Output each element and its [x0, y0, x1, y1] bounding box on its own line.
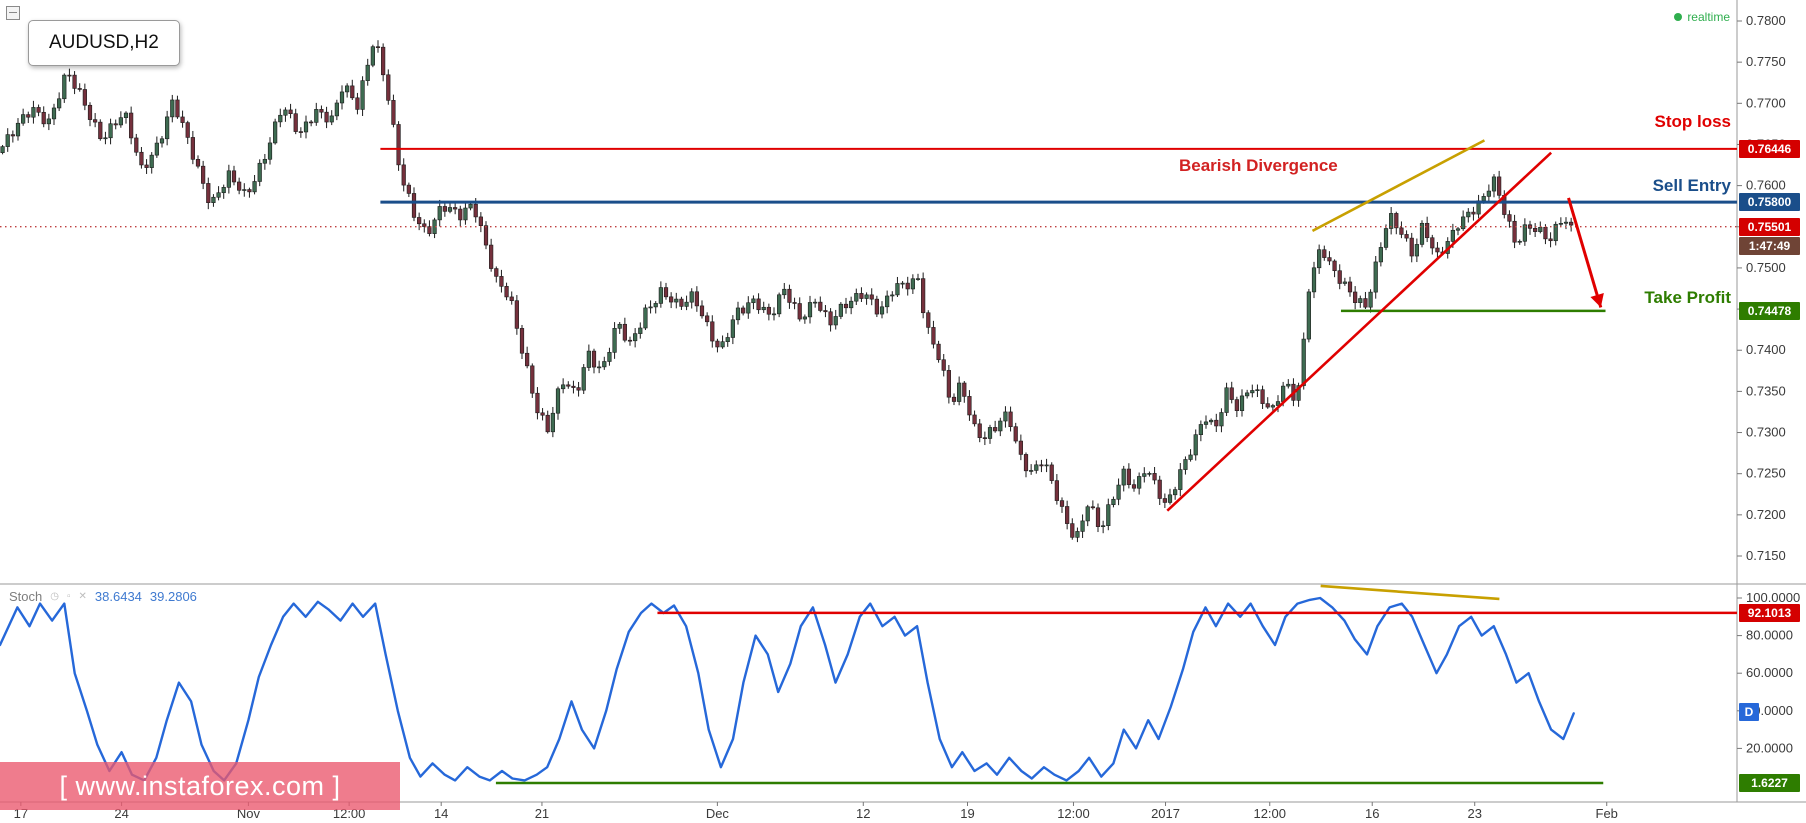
price-levels[interactable] — [0, 147, 1737, 313]
panel-frame — [0, 0, 1806, 803]
symbol-timeframe-box: AUDUSD,H2 — [28, 20, 180, 66]
realtime-indicator: realtime — [1674, 10, 1730, 24]
stoch-levels[interactable] — [495, 584, 1737, 785]
sell-entry-label: Sell Entry — [1652, 176, 1731, 195]
sell-entry-price-badge: 0.75800 — [1739, 193, 1800, 212]
bearish-divergence-label: Bearish Divergence — [1179, 156, 1338, 175]
stoch-d-value: 39.2806 — [149, 589, 197, 604]
svg-text:0.7300: 0.7300 — [1746, 425, 1786, 440]
svg-text:16: 16 — [1365, 806, 1379, 821]
svg-text:60.0000: 60.0000 — [1746, 665, 1793, 680]
svg-text:14: 14 — [434, 806, 448, 821]
svg-text:Feb: Feb — [1596, 806, 1618, 821]
svg-text:23: 23 — [1467, 806, 1481, 821]
svg-text:0.7500: 0.7500 — [1746, 260, 1786, 275]
svg-text:12:00: 12:00 — [1253, 806, 1286, 821]
stoch-indicator-header: Stoch ◷ ▫ ✕ 38.6434 39.2806 — [9, 589, 197, 604]
svg-text:12: 12 — [856, 806, 870, 821]
svg-text:0.7150: 0.7150 — [1746, 548, 1786, 563]
svg-text:0.7800: 0.7800 — [1746, 13, 1786, 28]
stoch-signal-level-badge: 92.1013 — [1739, 603, 1800, 622]
svg-text:0.7400: 0.7400 — [1746, 342, 1786, 357]
stoch-k-value: 38.6434 — [94, 589, 142, 604]
stop-loss-label: Stop loss — [1654, 112, 1731, 131]
take-profit-label: Take Profit — [1644, 288, 1731, 307]
realtime-dot-icon — [1674, 13, 1683, 21]
svg-text:2017: 2017 — [1151, 806, 1180, 821]
svg-text:Dec: Dec — [706, 806, 730, 821]
stop-loss-price-badge: 0.76446 — [1739, 139, 1800, 158]
svg-text:0.7200: 0.7200 — [1746, 507, 1786, 522]
price-divergence-trendline — [1311, 139, 1486, 233]
realtime-label: realtime — [1687, 10, 1730, 24]
current-price-badge: 0.75501 — [1739, 217, 1800, 236]
rising-support-trendline — [1166, 151, 1553, 512]
instaforex-watermark: [ www.instaforex.com ] — [0, 762, 400, 810]
properties-icon[interactable]: ▫ — [66, 591, 71, 602]
svg-text:12:00: 12:00 — [1057, 806, 1090, 821]
svg-text:0.7250: 0.7250 — [1746, 466, 1786, 481]
svg-text:100.0000: 100.0000 — [1746, 590, 1800, 605]
svg-text:0.7750: 0.7750 — [1746, 54, 1786, 69]
svg-text:21: 21 — [535, 806, 549, 821]
delete-icon[interactable]: ✕ — [78, 591, 87, 602]
bar-countdown-badge: 1:47:49 — [1739, 236, 1800, 255]
svg-text:0.7700: 0.7700 — [1746, 95, 1786, 110]
price-axis: 0.78000.77500.77000.76500.76000.75500.75… — [1737, 13, 1786, 563]
stoch-lower-level-badge: 1.6227 — [1739, 773, 1800, 792]
sell-projection-arrow — [1567, 197, 1603, 308]
stoch-divergence-trendline — [1320, 584, 1500, 601]
candlestick-series — [0, 40, 1574, 543]
arrowhead-icon — [1590, 292, 1604, 308]
svg-text:19: 19 — [960, 806, 974, 821]
stoch-d-badge: D — [1739, 702, 1759, 721]
history-icon[interactable]: ◷ — [50, 591, 59, 602]
stoch-title: Stoch — [9, 589, 43, 604]
svg-text:0.7600: 0.7600 — [1746, 178, 1786, 193]
svg-text:0.7350: 0.7350 — [1746, 383, 1786, 398]
stochastic-series — [0, 596, 1575, 782]
take-profit-price-badge: 0.74478 — [1739, 301, 1800, 320]
svg-text:20.0000: 20.0000 — [1746, 740, 1793, 755]
trendlines[interactable] — [1166, 139, 1604, 512]
window-restore-icon[interactable] — [6, 6, 20, 20]
svg-text:80.0000: 80.0000 — [1746, 628, 1793, 643]
